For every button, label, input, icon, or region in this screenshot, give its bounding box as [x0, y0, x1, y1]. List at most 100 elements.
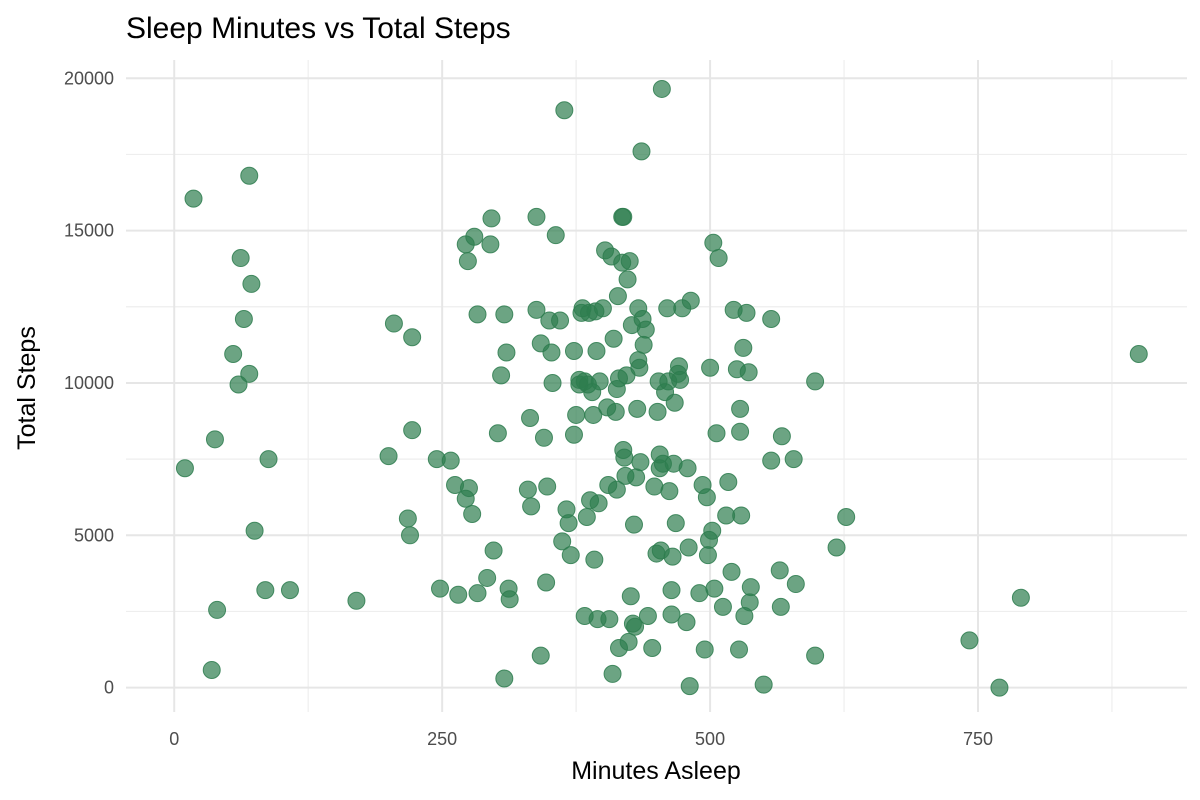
data-point [589, 494, 608, 513]
data-point [645, 477, 664, 496]
x-axis-tick-labels: 0 250 500 750 [169, 729, 993, 749]
data-point [256, 581, 275, 600]
data-point [719, 472, 738, 491]
y-tick-label: 10000 [64, 373, 114, 393]
data-point [347, 591, 366, 610]
data-point [960, 631, 979, 650]
data-point [242, 274, 261, 293]
data-point [398, 509, 417, 528]
data-point [621, 587, 640, 606]
data-point [463, 504, 482, 523]
data-point [658, 299, 677, 318]
data-point [527, 300, 546, 319]
data-point [546, 226, 565, 245]
data-point [551, 311, 570, 330]
data-point [630, 358, 649, 377]
data-point [441, 451, 460, 470]
data-point [564, 341, 583, 360]
data-point [240, 364, 259, 383]
data-point [553, 532, 572, 551]
data-point [500, 590, 519, 609]
data-point [1129, 345, 1148, 364]
data-point [175, 459, 194, 478]
data-point [379, 447, 398, 466]
data-point [606, 402, 625, 421]
data-point [403, 328, 422, 347]
data-point [717, 506, 736, 525]
data-point [465, 227, 484, 246]
data-point [449, 585, 468, 604]
y-tick-label: 20000 [64, 68, 114, 88]
data-point [527, 207, 546, 226]
data-point [240, 166, 259, 185]
data-point [587, 341, 606, 360]
data-point [737, 303, 756, 322]
data-point [662, 581, 681, 600]
data-point [740, 593, 759, 612]
data-point [643, 639, 662, 658]
data-point [762, 451, 781, 470]
data-point [468, 305, 487, 324]
y-axis-tick-labels: 0 5000 10000 15000 20000 [64, 68, 114, 697]
data-point [401, 526, 420, 545]
data-point [555, 101, 574, 120]
data-point [784, 450, 803, 469]
data-point [648, 402, 667, 421]
data-point [990, 678, 1009, 697]
data-point [245, 521, 264, 540]
data-point [403, 421, 422, 440]
data-point [497, 343, 516, 362]
data-point [459, 479, 478, 498]
data-point [663, 547, 682, 566]
data-point [593, 299, 612, 318]
data-point [531, 646, 550, 665]
data-point [632, 142, 651, 161]
y-axis-title: Total Steps [13, 326, 41, 450]
data-point [234, 309, 253, 328]
data-point [478, 568, 497, 587]
data-point [224, 345, 243, 364]
data-point [627, 468, 646, 487]
data-point [522, 497, 541, 516]
data-point [698, 546, 717, 565]
data-point [703, 521, 722, 540]
data-point [634, 335, 653, 354]
y-tick-label: 5000 [74, 525, 114, 545]
data-point [786, 575, 805, 594]
data-point [631, 453, 650, 472]
data-point [665, 393, 684, 412]
data-point [603, 664, 622, 683]
data-point [384, 314, 403, 333]
data-point [482, 209, 501, 228]
data-point [666, 514, 685, 533]
data-points [175, 79, 1148, 697]
data-point [184, 189, 203, 208]
data-point [1011, 588, 1030, 607]
data-point [695, 640, 714, 659]
data-point [741, 578, 760, 597]
data-point [827, 538, 846, 557]
data-point [468, 584, 487, 603]
data-point [701, 358, 720, 377]
data-point [604, 329, 623, 348]
data-point [624, 515, 643, 534]
data-point [521, 408, 540, 427]
data-point [771, 597, 790, 616]
x-axis-title: Minutes Asleep [571, 757, 741, 785]
data-point [690, 584, 709, 603]
data-point [806, 646, 825, 665]
data-point [770, 561, 789, 580]
data-point [671, 370, 690, 389]
data-point [739, 363, 758, 382]
data-point [713, 597, 732, 616]
x-tick-label: 0 [169, 729, 179, 749]
data-point [615, 448, 634, 467]
data-point [652, 79, 671, 98]
data-point [488, 424, 507, 443]
data-point [559, 514, 578, 533]
data-point [492, 366, 511, 385]
data-point [731, 422, 750, 441]
data-point [205, 430, 224, 449]
data-point [731, 399, 750, 418]
data-point [709, 249, 728, 268]
